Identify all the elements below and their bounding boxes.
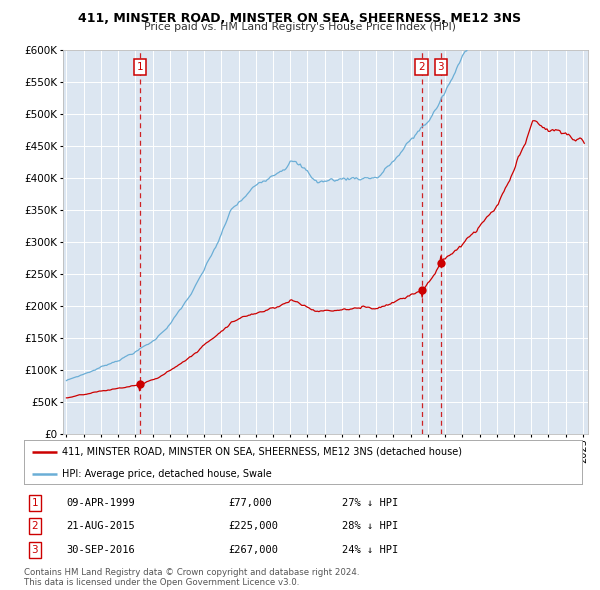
Text: 3: 3 [31, 545, 38, 555]
Text: Price paid vs. HM Land Registry's House Price Index (HPI): Price paid vs. HM Land Registry's House … [144, 22, 456, 32]
Text: 2: 2 [31, 522, 38, 531]
Text: Contains HM Land Registry data © Crown copyright and database right 2024.: Contains HM Land Registry data © Crown c… [24, 568, 359, 576]
Text: 2: 2 [418, 63, 425, 73]
Text: 3: 3 [437, 63, 444, 73]
Text: 27% ↓ HPI: 27% ↓ HPI [342, 498, 398, 507]
Text: 24% ↓ HPI: 24% ↓ HPI [342, 545, 398, 555]
Text: HPI: Average price, detached house, Swale: HPI: Average price, detached house, Swal… [62, 469, 272, 479]
Text: £77,000: £77,000 [228, 498, 272, 507]
Text: 28% ↓ HPI: 28% ↓ HPI [342, 522, 398, 531]
Text: 1: 1 [137, 63, 143, 73]
Text: 411, MINSTER ROAD, MINSTER ON SEA, SHEERNESS, ME12 3NS (detached house): 411, MINSTER ROAD, MINSTER ON SEA, SHEER… [62, 447, 462, 457]
Text: 21-AUG-2015: 21-AUG-2015 [66, 522, 135, 531]
Text: 411, MINSTER ROAD, MINSTER ON SEA, SHEERNESS, ME12 3NS: 411, MINSTER ROAD, MINSTER ON SEA, SHEER… [79, 12, 521, 25]
Text: £225,000: £225,000 [228, 522, 278, 531]
Text: 1: 1 [31, 498, 38, 507]
Text: This data is licensed under the Open Government Licence v3.0.: This data is licensed under the Open Gov… [24, 578, 299, 587]
Text: 09-APR-1999: 09-APR-1999 [66, 498, 135, 507]
Text: 30-SEP-2016: 30-SEP-2016 [66, 545, 135, 555]
Text: £267,000: £267,000 [228, 545, 278, 555]
